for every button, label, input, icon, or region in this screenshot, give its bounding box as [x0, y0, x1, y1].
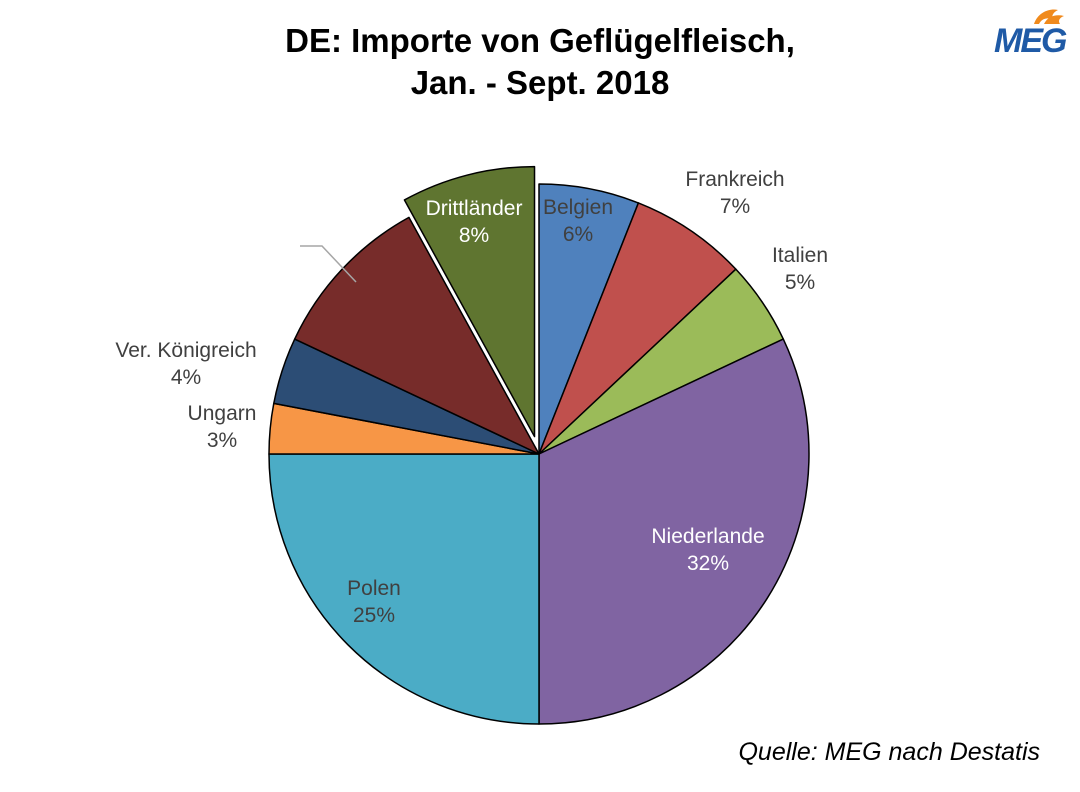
title-line-2: Jan. - Sept. 2018 — [410, 64, 670, 101]
data-label-belgien: Belgien 6% — [543, 196, 613, 246]
leader-line — [300, 245, 357, 283]
pie-slice-drittländer — [403, 165, 536, 438]
pie-slice-frankreich — [538, 202, 737, 455]
pie-slice-unlabeled — [293, 216, 540, 455]
title-line-1: DE: Importe von Geflügelfleisch, — [285, 22, 795, 59]
pie-labels: Belgien 6% Frankreich 7% Italien 5% Niederland… — [115, 168, 828, 627]
meg-logo: MEG — [994, 9, 1069, 56]
logo-text: MEG — [994, 22, 1067, 56]
chart-title: DE: Importe von Geflügelfleisch, Jan. - … — [0, 20, 1080, 104]
data-label-drittländer: Drittländer 8% — [426, 197, 523, 247]
pie-slice-polen — [268, 453, 540, 725]
pie-slices — [268, 165, 810, 725]
source-note: Quelle: MEG nach Destatis — [738, 738, 1040, 766]
data-label-niederlande: Niederlande 32% — [651, 525, 764, 575]
data-label-italien: Italien 5% — [772, 244, 828, 294]
logo-flame-icon-2 — [1044, 15, 1064, 24]
data-label-frankreich: Frankreich 7% — [685, 168, 784, 218]
data-label-ungarn: Ungarn 3% — [188, 402, 257, 452]
data-label-ver-königreich: Ver. Königreich 4% — [115, 339, 256, 389]
data-label-polen: Polen 25% — [347, 577, 401, 627]
pie-slice-niederlande — [538, 338, 810, 725]
logo-flame-icon — [1034, 9, 1058, 24]
